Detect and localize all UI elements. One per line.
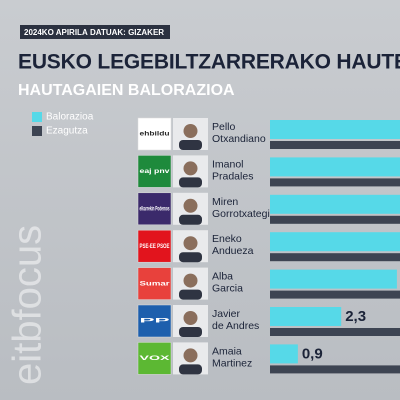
photo-body [179,214,202,225]
bar-ezagutza [270,253,400,262]
photo-head [183,236,198,251]
bar-ezagutza [270,141,400,149]
legend-swatch [32,112,42,122]
header-band [20,25,170,39]
photo-head [183,161,198,176]
party-label: elkarrekin Podemos [140,206,170,213]
candidate-name: Javier de Andres [212,308,259,332]
party-label: ehbildu [140,131,170,138]
chart-title: EUSKO LEGEBILTZARRERAKO HAUTE [18,51,400,74]
plot: 2,3 0,9 [270,120,400,374]
value-label: 0,9 [302,345,323,362]
candidate-name: Amaia Martinez [212,345,252,369]
legend-label: Ezagutza [46,126,88,137]
party-label: PSE-EE PSOE [140,243,170,250]
photo-body [179,140,202,150]
bar-balorazioa [270,157,400,177]
value-label: 2,3 [345,308,366,325]
bar-balorazioa [270,120,400,139]
bar-ezagutza [270,365,400,374]
bar-ezagutza [270,328,400,336]
party-label: eaj pnv [140,168,171,175]
candidate-name: Pello Otxandiano [212,121,266,145]
party-logo [137,267,172,300]
candidate-name: Alba Garcia [212,270,243,294]
bar-balorazioa [270,269,397,289]
photo-body [179,289,202,300]
source: DATUAK: GIZAKER [90,28,164,37]
photo-head [183,198,198,213]
party-label: Sumar [140,280,171,287]
party-logo [137,117,172,151]
bar-ezagutza [270,178,400,187]
legend-swatch [32,126,42,136]
candidate-name: Imanol Pradales [212,158,253,182]
party-label: VOX [140,355,171,362]
bar-ezagutza [270,290,400,299]
chart-subtitle: HAUTAGAIEN BALORAZIOA [18,82,235,99]
bar-balorazioa [270,307,342,326]
party-logo [137,229,172,263]
photo-head [183,273,198,288]
legend-label: Balorazioa [46,112,94,123]
bar-balorazioa [270,344,298,364]
photo-body [179,364,202,375]
candidate-name: Miren Gorrotxategi [212,196,270,220]
party-label: PP [140,318,172,325]
bar-balorazioa [270,194,400,214]
bar-ezagutza [270,215,400,224]
photo-body [179,327,202,337]
bar-balorazioa [270,232,400,252]
party-logo [137,192,172,226]
party-logo [137,155,172,188]
photo-head [183,311,198,325]
party-logo [137,342,172,375]
candidate-name: Eneko Andueza [212,233,254,257]
photo-body [179,252,202,263]
party-logo [137,304,172,338]
date: 2024KO APIRILA [24,28,88,37]
photo-body [179,177,202,188]
photo-head [183,348,198,363]
photo-head [183,124,198,138]
watermark: eitbfocus [6,225,50,385]
